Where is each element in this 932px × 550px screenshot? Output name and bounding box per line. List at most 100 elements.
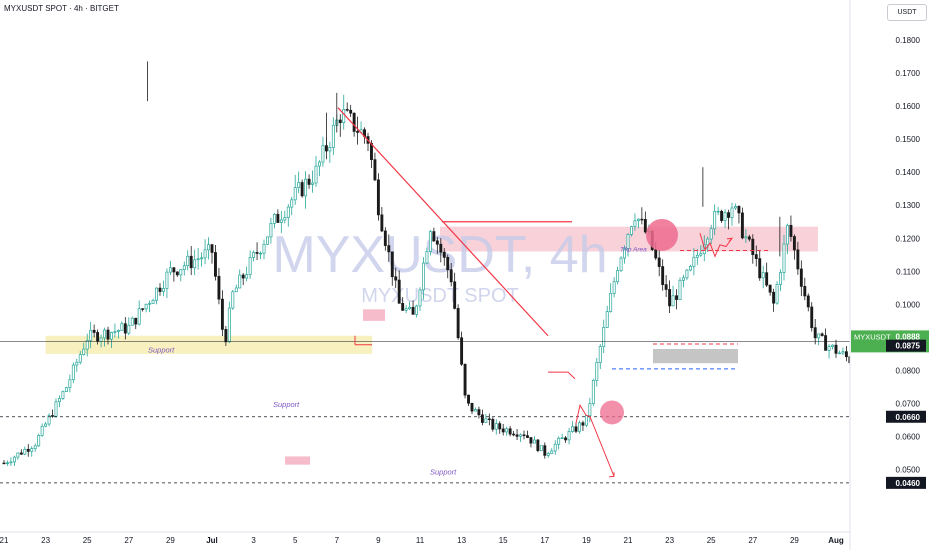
candle-body: [116, 330, 120, 332]
candle: [127, 317, 131, 336]
level-price-tag: [886, 476, 926, 489]
candle: [626, 233, 630, 257]
candle: [584, 415, 588, 428]
candle-body: [224, 329, 228, 343]
candle-body: [636, 218, 640, 222]
candle-body: [550, 450, 554, 454]
candle: [456, 304, 460, 340]
candle: [494, 419, 498, 435]
candle: [210, 243, 214, 264]
x-tick-label: 7: [335, 536, 340, 545]
candle-body: [803, 286, 807, 297]
candle-body: [252, 252, 256, 258]
candle-body: [286, 206, 290, 218]
candle: [383, 227, 387, 251]
x-tick-label: 23: [41, 536, 50, 545]
candle: [58, 395, 61, 408]
candle-body: [682, 277, 685, 281]
candle: [64, 386, 68, 392]
candle: [293, 174, 297, 205]
level-price-value: 0.0875: [896, 342, 921, 351]
candle-body: [706, 238, 710, 246]
x-tick-label: 27: [748, 536, 757, 545]
candle: [272, 212, 276, 229]
candle: [595, 357, 599, 387]
candle-body: [196, 258, 200, 261]
candle: [304, 171, 308, 209]
candle: [695, 249, 699, 265]
candle-body: [505, 428, 509, 433]
candle-body: [532, 439, 536, 444]
support-zone: [45, 335, 373, 354]
candle-body: [179, 269, 183, 276]
candle-body: [640, 218, 644, 221]
candle: [401, 297, 405, 311]
candle-body: [654, 249, 658, 259]
candle-body: [834, 344, 838, 354]
candle-body: [162, 288, 165, 292]
candle: [203, 239, 207, 265]
candle: [792, 234, 796, 260]
candle-body: [26, 448, 30, 452]
candle-body: [810, 306, 814, 329]
candle: [68, 374, 72, 393]
candle: [245, 266, 249, 282]
candle-body: [571, 426, 574, 432]
candle-body: [415, 305, 418, 315]
y-tick-label: 0.1700: [896, 69, 921, 78]
candle: [151, 298, 155, 304]
candle: [144, 303, 148, 313]
candle-body: [786, 224, 789, 245]
candle-body: [175, 271, 179, 276]
support-label: Support: [148, 345, 175, 354]
candle: [71, 362, 75, 384]
candle-body: [106, 329, 110, 340]
candle: [498, 421, 502, 434]
candle: [54, 398, 58, 418]
candle-body: [262, 243, 266, 254]
candle: [318, 160, 321, 177]
candle: [709, 225, 713, 245]
currency-button[interactable]: USDT: [887, 4, 927, 21]
candle: [162, 280, 165, 297]
tap-circle-marker: [646, 218, 678, 251]
candle-body: [657, 257, 661, 267]
watermark-subtitle: MYXUSDT SPOT: [361, 285, 518, 307]
candle-body: [789, 224, 793, 237]
candle: [591, 378, 595, 407]
candle: [311, 170, 314, 193]
candle: [33, 443, 37, 452]
candle-body: [772, 291, 776, 304]
candle-body: [536, 439, 540, 451]
small-pink-zone: [363, 309, 385, 321]
candle: [23, 446, 27, 456]
x-tick-label: 23: [665, 536, 674, 545]
candle-body: [40, 425, 44, 436]
candle-body: [685, 269, 689, 279]
candle: [765, 262, 769, 288]
candle-body: [220, 298, 224, 330]
candle-body: [30, 448, 34, 452]
candle: [782, 235, 786, 281]
candle-body: [616, 270, 620, 283]
candle-body: [675, 295, 678, 300]
candle: [526, 430, 529, 439]
candle-body: [71, 364, 75, 381]
candle: [806, 293, 810, 312]
arrow-head: [726, 237, 734, 242]
x-tick-label: 21: [624, 536, 633, 545]
candle-body: [560, 437, 564, 440]
candle-body: [740, 212, 744, 239]
candle-body: [82, 348, 86, 355]
candle-body: [567, 431, 571, 441]
candle-body: [137, 308, 141, 325]
candle: [404, 305, 408, 314]
x-tick-label: 9: [376, 536, 381, 545]
candle-body: [661, 266, 665, 285]
candle: [519, 433, 522, 442]
candle: [141, 308, 145, 312]
candle-body: [68, 379, 72, 388]
candle: [428, 229, 432, 256]
candle-body: [678, 279, 682, 300]
